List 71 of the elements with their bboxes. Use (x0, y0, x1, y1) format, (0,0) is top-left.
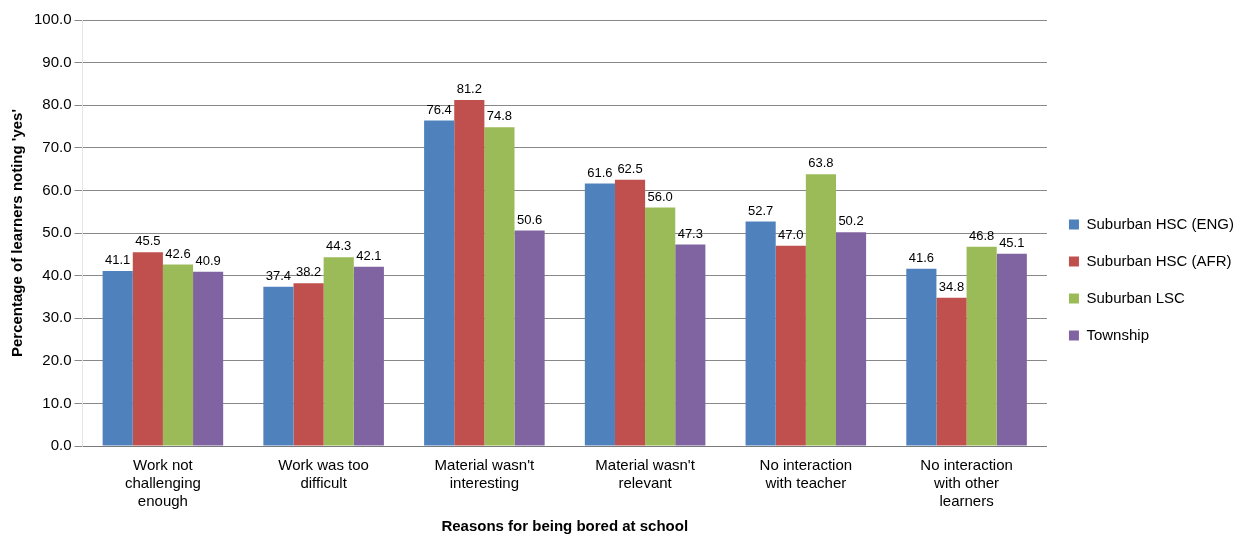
x-tick-label: Work was too difficult (278, 456, 369, 492)
y-tick-label: 60.0 (42, 180, 72, 198)
bar (293, 283, 324, 446)
y-tick-label: 10.0 (42, 393, 72, 411)
data-label: 76.4 (426, 101, 452, 117)
data-label: 37.4 (265, 267, 292, 283)
bar (614, 179, 646, 446)
data-label: 42.1 (356, 247, 382, 263)
data-label: 41.6 (908, 249, 935, 265)
data-label: 47.0 (778, 226, 804, 242)
data-label: 38.2 (295, 264, 322, 280)
bar (936, 297, 967, 446)
data-label: 45.1 (999, 234, 1025, 250)
x-tick-label: Material wasn't interesting (434, 456, 535, 492)
y-tick-label: 100.0 (33, 10, 72, 28)
bar (835, 232, 867, 446)
legend-label: Suburban LSC (1086, 288, 1186, 306)
data-label: 40.9 (195, 252, 221, 268)
y-tick-label: 80.0 (42, 95, 72, 113)
data-label: 50.6 (516, 211, 543, 227)
y-tick-label: 40.0 (42, 265, 72, 283)
bar (193, 271, 224, 446)
data-label: 63.8 (808, 155, 834, 171)
legend-label: Suburban HSC (AFR) (1086, 251, 1232, 269)
x-tick-label: Work not challenging enough (124, 456, 201, 510)
data-label: 52.7 (747, 202, 774, 218)
bar (484, 127, 515, 446)
data-label: 45.5 (135, 233, 161, 249)
y-tick-label: 70.0 (42, 137, 72, 155)
x-tick-label: No interaction with other learners (920, 456, 1013, 510)
bar (424, 120, 455, 446)
bar (906, 268, 937, 446)
y-tick-label: 50.0 (42, 223, 72, 241)
bar (454, 100, 485, 446)
bar (675, 244, 706, 446)
data-label: 44.3 (326, 238, 352, 254)
bar (584, 183, 615, 446)
legend-label: Suburban HSC (ENG) (1086, 214, 1235, 232)
y-tick-label: 0.0 (50, 436, 72, 454)
data-label: 74.8 (486, 108, 513, 124)
legend-label: Township (1086, 325, 1149, 343)
bar (745, 221, 776, 446)
bar (775, 245, 806, 446)
bar (645, 207, 676, 446)
data-label: 34.8 (938, 278, 965, 294)
y-tick-label: 90.0 (42, 52, 72, 70)
data-label: 61.6 (587, 164, 613, 180)
data-label: 42.6 (165, 245, 191, 261)
x-tick-label: Material wasn't relevant (595, 456, 696, 492)
bar (514, 230, 545, 446)
bar (996, 253, 1027, 446)
bar (102, 270, 133, 446)
data-label: 46.8 (968, 227, 995, 243)
data-label: 50.2 (838, 213, 864, 229)
data-label: 56.0 (647, 188, 673, 204)
data-label: 81.2 (456, 81, 482, 97)
bar (353, 266, 384, 446)
y-tick-label: 30.0 (42, 308, 72, 326)
data-label: 47.3 (677, 225, 703, 241)
bar (966, 246, 997, 446)
y-axis-title: Percentage of learners noting 'yes' (8, 108, 26, 358)
bar (162, 264, 194, 446)
data-label: 41.1 (105, 251, 131, 267)
data-label: 62.5 (617, 160, 643, 176)
bar (132, 252, 163, 446)
y-tick-label: 20.0 (42, 350, 72, 368)
bar (323, 257, 354, 446)
bar (263, 286, 294, 446)
x-tick-label: No interaction with teacher (759, 456, 853, 492)
bar (805, 174, 836, 446)
x-axis-title: Reasons for being bored at school (441, 517, 689, 535)
